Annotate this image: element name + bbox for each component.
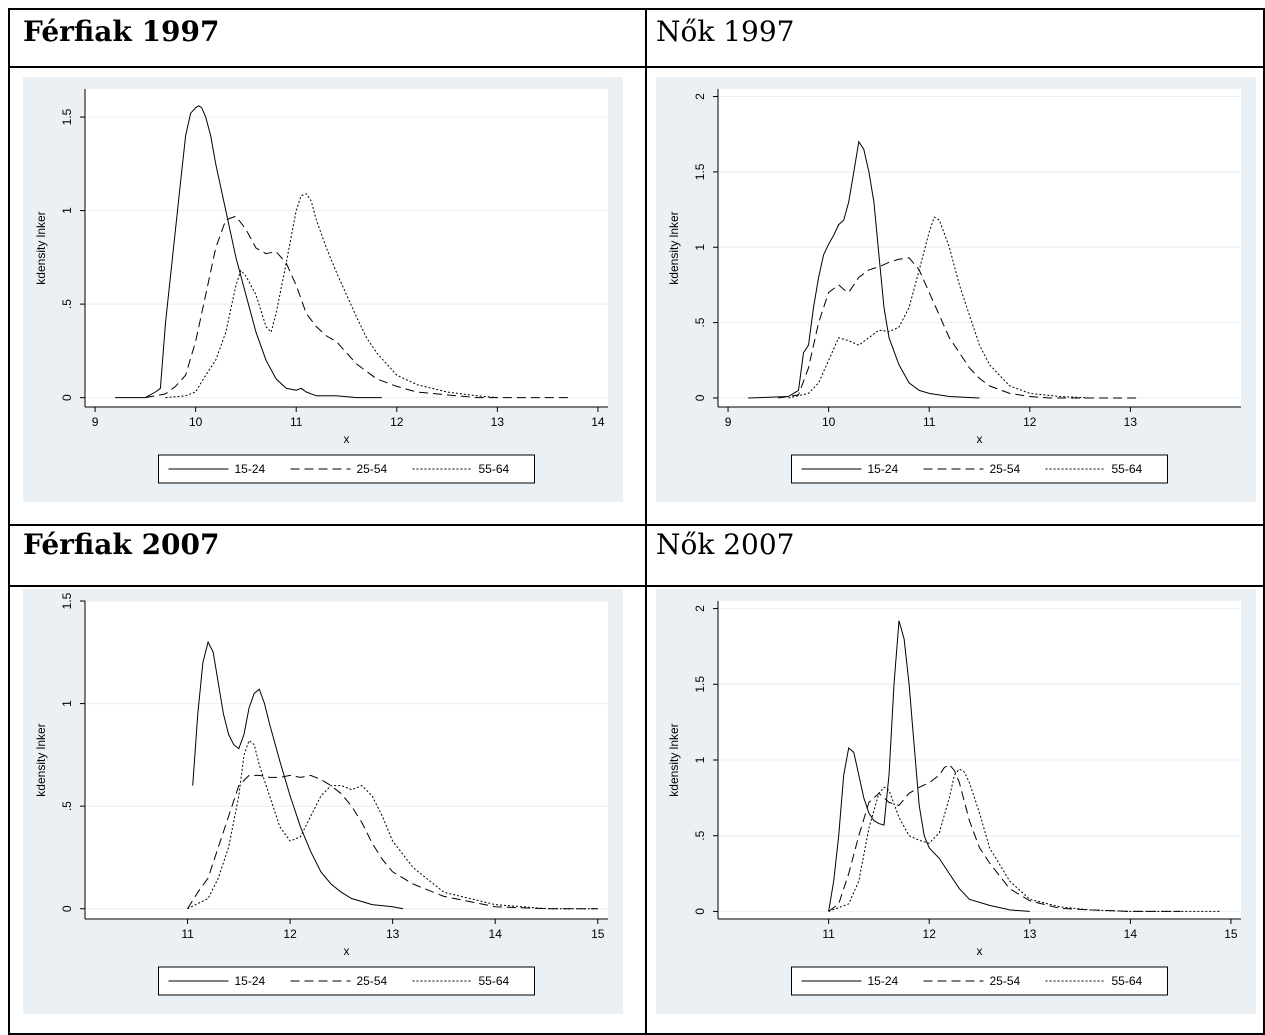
- x-tick-label: 10: [822, 415, 836, 429]
- legend-label: 55-64: [1112, 462, 1143, 476]
- chart-nok-2007: 0 .5 1 1.5 2 11 12 13 14 15 x kdensity lnker 15-24 25…: [667, 601, 1241, 996]
- layout-table: [8, 8, 1265, 1035]
- x-tick-label: 13: [1023, 927, 1037, 941]
- y-tick-label: 2: [693, 605, 707, 612]
- x-tick-label: 13: [491, 415, 505, 429]
- column-divider: [645, 10, 647, 1033]
- x-tick-label: 14: [1124, 927, 1138, 941]
- x-tick-label: 11: [923, 415, 936, 429]
- legend-label: 25-54: [990, 462, 1021, 476]
- y-tick-label: 0: [693, 394, 707, 401]
- row-divider-2: [10, 524, 1263, 526]
- x-axis-label: x: [344, 432, 350, 446]
- x-tick-label: 10: [189, 415, 203, 429]
- plot-area: [85, 89, 608, 407]
- y-tick-label: 1.5: [693, 676, 707, 693]
- series-line-25-54: [187, 774, 598, 910]
- chart-ferfiak-2007: 0 .5 1 1.5 11 12 13 14 15 x kdensity lnker 15-24 25-…: [34, 592, 608, 996]
- y-tick-label: .5: [60, 299, 74, 309]
- chart-panel-ferfiak-2007: 0 .5 1 1.5 11 12 13 14 15 x kdensity lnker 15-24 25-…: [23, 589, 623, 1014]
- x-axis-label: x: [977, 432, 983, 446]
- plot-area: [85, 601, 608, 919]
- x-axis-label: x: [977, 944, 983, 958]
- y-tick-label: 1.5: [60, 592, 74, 609]
- x-tick-label: 14: [591, 415, 605, 429]
- legend-label: 25-54: [357, 462, 388, 476]
- series-line-15-24: [115, 105, 382, 399]
- y-tick-label: 1: [693, 756, 707, 763]
- y-tick-label: 1: [60, 700, 74, 707]
- series-line-55-64: [828, 768, 1221, 912]
- y-tick-label: 1.5: [60, 108, 74, 125]
- header-nok-1997: Nők 1997: [656, 15, 795, 48]
- chart-ferfiak-1997: 0 .5 1 1.5 9 10 11 12 13 14 x kdensity lnker 15-24 25…: [34, 89, 608, 484]
- x-tick-label: 11: [290, 415, 303, 429]
- row-divider-3: [10, 585, 1263, 587]
- row-divider-1: [10, 66, 1263, 68]
- y-tick-label: .5: [693, 317, 707, 327]
- series-line-15-24: [192, 640, 403, 910]
- y-tick-label: 0: [693, 908, 707, 915]
- header-ferfiak-2007: Férfiak 2007: [23, 528, 220, 561]
- x-tick-label: 13: [386, 927, 400, 941]
- legend-label: 25-54: [357, 974, 388, 988]
- chart-panel-nok-1997: 0 .5 1 1.5 2 9 10 11 12 13 x kdensity lnker 15-24 25-…: [656, 77, 1256, 502]
- series-line-25-54: [828, 763, 1181, 912]
- y-axis-label: kdensity lnker: [34, 211, 48, 284]
- header-nok-2007: Nők 2007: [656, 528, 795, 561]
- chart-panel-ferfiak-1997: 0 .5 1 1.5 9 10 11 12 13 14 x kdensity lnker 15-24 25…: [23, 77, 623, 502]
- chart-nok-1997: 0 .5 1 1.5 2 9 10 11 12 13 x kdensity lnker 15-24 25-…: [667, 89, 1241, 484]
- x-tick-label: 11: [181, 927, 194, 941]
- x-tick-label: 15: [591, 927, 605, 941]
- x-tick-label: 11: [822, 927, 835, 941]
- series-line-15-24: [828, 620, 1030, 912]
- series-line-55-64: [788, 216, 1091, 399]
- y-tick-label: .5: [60, 801, 74, 811]
- x-tick-label: 12: [1023, 415, 1037, 429]
- y-axis-label: kdensity lnker: [667, 723, 681, 796]
- header-ferfiak-1997: Férfiak 1997: [23, 15, 220, 48]
- series-line-25-54: [778, 257, 1141, 399]
- x-tick-label: 12: [923, 927, 937, 941]
- legend-label: 55-64: [1112, 974, 1143, 988]
- y-axis-label: kdensity lnker: [667, 211, 681, 284]
- legend-label: 55-64: [479, 974, 510, 988]
- x-axis-label: x: [344, 944, 350, 958]
- series-line-25-54: [145, 215, 573, 399]
- x-tick-label: 12: [283, 927, 297, 941]
- legend-label: 15-24: [235, 974, 266, 988]
- y-tick-label: 0: [60, 394, 74, 401]
- series-line-15-24: [748, 140, 980, 399]
- y-axis-label: kdensity lnker: [34, 723, 48, 796]
- series-line-55-64: [187, 739, 598, 910]
- x-tick-label: 12: [390, 415, 404, 429]
- legend-label: 25-54: [990, 974, 1021, 988]
- plot-area: [718, 89, 1241, 407]
- chart-panel-nok-2007: 0 .5 1 1.5 2 11 12 13 14 15 x kdensity lnker 15-24 25…: [656, 589, 1256, 1014]
- x-tick-label: 9: [92, 415, 99, 429]
- legend-label: 55-64: [479, 462, 510, 476]
- y-tick-label: 2: [693, 93, 707, 100]
- x-tick-label: 14: [489, 927, 503, 941]
- series-line-55-64: [165, 193, 498, 399]
- y-tick-label: 1: [693, 244, 707, 251]
- legend-label: 15-24: [868, 462, 899, 476]
- legend-label: 15-24: [868, 974, 899, 988]
- y-tick-label: 1.5: [693, 163, 707, 180]
- y-tick-label: .5: [693, 830, 707, 840]
- x-tick-label: 15: [1224, 927, 1238, 941]
- x-tick-label: 13: [1124, 415, 1138, 429]
- y-tick-label: 1: [60, 207, 74, 214]
- y-tick-label: 0: [60, 905, 74, 912]
- x-tick-label: 9: [725, 415, 732, 429]
- legend-label: 15-24: [235, 462, 266, 476]
